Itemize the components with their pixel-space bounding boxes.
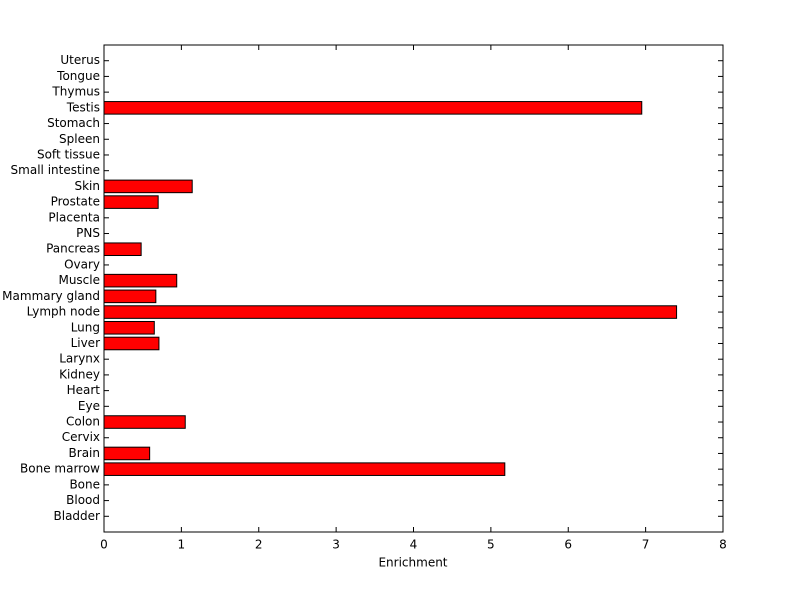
x-tick-label: 2 [255, 538, 263, 552]
bar [103, 179, 193, 194]
y-tick-label: Kidney [59, 367, 100, 381]
x-axis-label: Enrichment [378, 556, 447, 570]
y-tick-label: Colon [66, 415, 100, 429]
y-tick-label: Tongue [56, 69, 100, 83]
x-tick-label: 6 [564, 538, 572, 552]
x-tick-label: 8 [719, 538, 727, 552]
y-tick-label: Muscle [58, 273, 100, 287]
y-tick-label: Skin [74, 179, 100, 193]
bar [103, 320, 155, 335]
y-tick-label: Cervix [62, 430, 100, 444]
bar [103, 462, 506, 476]
y-tick-label: Uterus [60, 53, 100, 67]
x-tick-label: 7 [642, 538, 650, 552]
x-tick-label: 4 [410, 538, 418, 552]
y-tick-label: Bone marrow [20, 462, 100, 476]
y-tick-label: Lymph node [27, 305, 100, 319]
bar [103, 242, 142, 257]
x-tick-label: 5 [487, 538, 495, 552]
bar [103, 273, 178, 288]
y-tick-label: Stomach [47, 116, 100, 130]
bar [103, 446, 151, 461]
bar [103, 195, 159, 209]
y-tick-label: Bladder [54, 509, 101, 523]
x-tick-label: 1 [178, 538, 186, 552]
x-tick-label: 3 [332, 538, 340, 552]
y-tick-label: Pancreas [46, 242, 100, 256]
y-tick-label: Thymus [51, 85, 100, 99]
y-tick-label: Placenta [48, 210, 100, 224]
y-tick-label: Liver [71, 336, 101, 350]
bar [103, 415, 186, 429]
y-tick-label: Small intestine [11, 163, 100, 177]
y-tick-label: Blood [66, 493, 100, 507]
y-tick-label: Mammary gland [2, 289, 100, 303]
y-tick-label: Ovary [64, 257, 100, 271]
x-tick-label: 0 [100, 538, 108, 552]
y-tick-label: Eye [78, 399, 100, 413]
y-tick-label: Testis [66, 100, 100, 114]
y-tick-label: Soft tissue [37, 147, 100, 161]
y-tick-label: Spleen [59, 132, 100, 146]
axes-box [103, 44, 724, 533]
y-tick-label: PNS [76, 226, 100, 240]
bar [103, 289, 157, 304]
y-tick-label: Larynx [59, 352, 100, 366]
y-tick-label: Prostate [51, 195, 100, 209]
bar [103, 305, 678, 319]
y-tick-label: Brain [69, 446, 100, 460]
y-tick-label: Bone [69, 477, 100, 491]
bar [103, 336, 160, 351]
y-tick-label: Lung [71, 320, 100, 334]
y-tick-label: Heart [67, 383, 101, 397]
bar [103, 101, 643, 115]
